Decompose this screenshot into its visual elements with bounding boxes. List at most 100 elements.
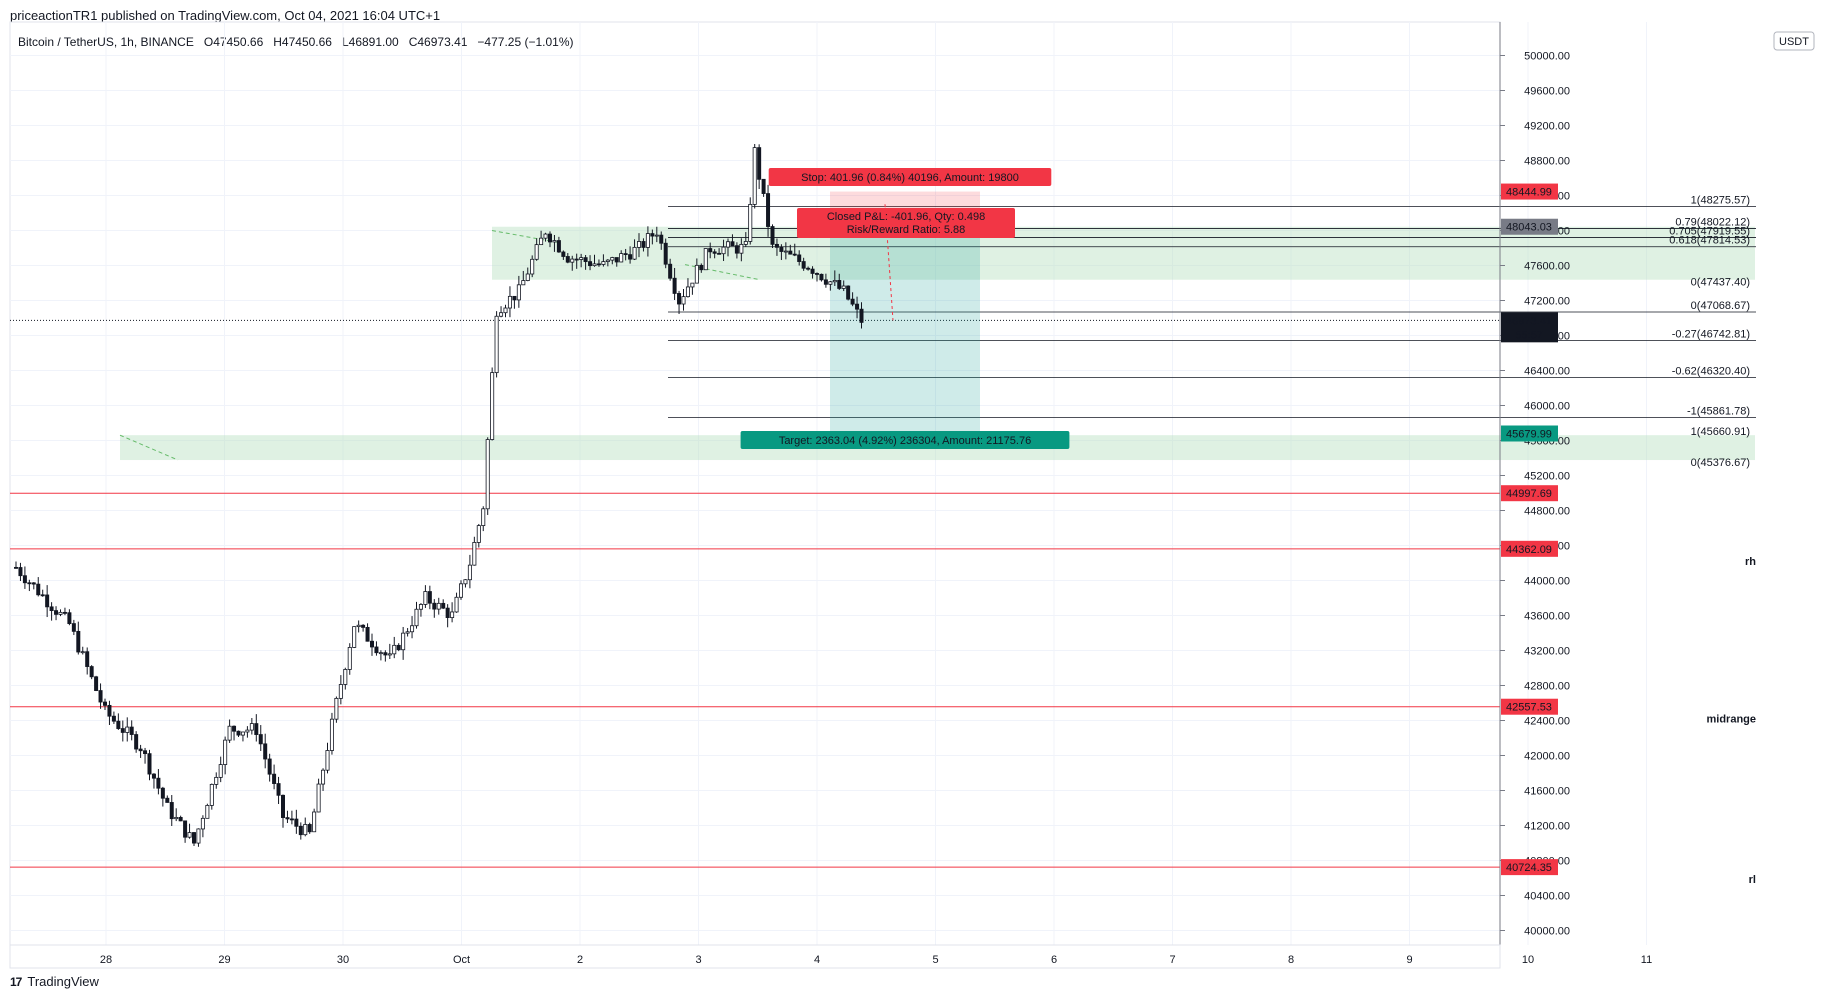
tradingview-logo-icon[interactable]: 17 [10,974,22,989]
low-value: L46891.00 [341,35,399,49]
candle-body [205,805,210,819]
candle-body [516,284,521,301]
price-tick-label: 50000.00 [1524,51,1570,63]
candle-body [806,267,811,270]
price-tick-label: 45200.00 [1524,471,1570,483]
time-tick-label: 7 [1169,954,1175,966]
fib-label: 1(48275.57) [1691,194,1750,206]
candle-body [730,241,735,247]
candle-body [209,783,214,806]
candle-body [596,263,601,266]
chart-grid [9,21,1647,946]
price-tag [1501,218,1558,235]
candle-body [832,280,837,283]
candle-body [138,748,143,752]
candle-body [694,264,699,284]
candles-layer [13,144,864,847]
candle-body [565,256,570,263]
symbol-name[interactable]: Bitcoin / TetherUS, 1h, BINANCE [18,35,194,49]
candle-body [628,254,633,260]
candle-body [481,508,486,527]
candle-body [325,750,330,771]
candle-body [218,764,223,778]
zone-label: 0(47437.40) [1691,277,1750,289]
candle-body [579,257,584,260]
candle-body [343,669,348,685]
candle-body [779,246,784,252]
close-value: C46973.41 [408,35,468,49]
candle-body [503,307,508,314]
candle-body [249,723,254,731]
price-tick-label: 44000.00 [1524,576,1570,588]
time-tick-label: 28 [100,954,112,966]
candle-body [227,725,232,741]
candle-body [632,246,637,260]
price-labels-layer: 44997.69 44362.09 42557.53 40724.35 48444.99… [1501,183,1558,876]
candle-body [783,250,788,253]
candle-body [592,263,597,267]
candle-body [556,240,561,253]
price-axis[interactable]: 40000.0040400.0040800.0041200.0041600.00… [1499,22,1815,968]
candle-body [427,591,432,604]
candle-body [129,726,134,735]
candle-body [681,296,686,305]
candle-body [467,564,472,581]
candle-body [62,611,67,614]
range-high-label: rh [1745,556,1756,568]
fib-label: 0.79(48022.12) [1675,217,1750,229]
candle-body [116,720,121,729]
candle-body [263,743,268,760]
candle-body [414,608,419,627]
price-tick-label: 46000.00 [1524,401,1570,413]
candle-body [654,234,659,237]
candle-body [111,715,116,722]
candle-body [98,690,103,703]
candle-body [801,261,806,269]
footer-brand[interactable]: TradingView [27,974,99,989]
candle-body [552,240,557,243]
time-axis[interactable]: 28 29 30 Oct 2 3 4 5 6 7 8 9 10 11 [9,944,1652,969]
fib-label: 0.705(47919.55) [1669,226,1750,238]
candle-body [525,273,530,281]
candle-body [739,243,744,254]
fib-label: 0(47068.67) [1691,300,1750,312]
range-low-label: rl [1749,874,1756,886]
publish-header: priceactionTR1 published on TradingView.… [10,8,441,23]
candle-body [610,257,615,261]
candle-body [708,248,713,253]
candle-body [521,280,526,286]
time-tick-label: 29 [218,954,230,966]
candle-body [699,264,704,271]
currency-badge [1773,31,1815,51]
candle-body [548,233,553,243]
time-tick-label: 3 [695,954,701,966]
candle-body [712,251,717,254]
candle-body [490,372,495,440]
candle-body [303,824,308,836]
candle-body [823,279,828,285]
candle-body [392,644,397,655]
candle-body [151,773,156,779]
candle-body [174,817,179,820]
candle-body [85,651,90,667]
candle-body [22,575,27,584]
candle-body [859,308,864,323]
candle-body [472,542,477,566]
change-value: −477.25 (−1.01%) [477,35,574,49]
candle-body [668,263,673,279]
rr-label: Risk/Reward Ratio: 5.88 [847,224,966,236]
candle-body [245,729,250,733]
candle-body [31,582,36,585]
time-tick-label: 6 [1051,954,1057,966]
price-tag-label: 48444.99 [1506,187,1552,199]
candle-body [254,723,259,735]
candle-body [267,758,272,775]
price-tag-label: 45679.99 [1506,429,1552,441]
candle-body [734,245,739,254]
candle-body [476,525,481,543]
candle-body [191,832,196,844]
candle-body [663,242,668,265]
fib-label: -0.62(46320.40) [1672,365,1750,377]
price-tick-label: 40400.00 [1524,891,1570,903]
